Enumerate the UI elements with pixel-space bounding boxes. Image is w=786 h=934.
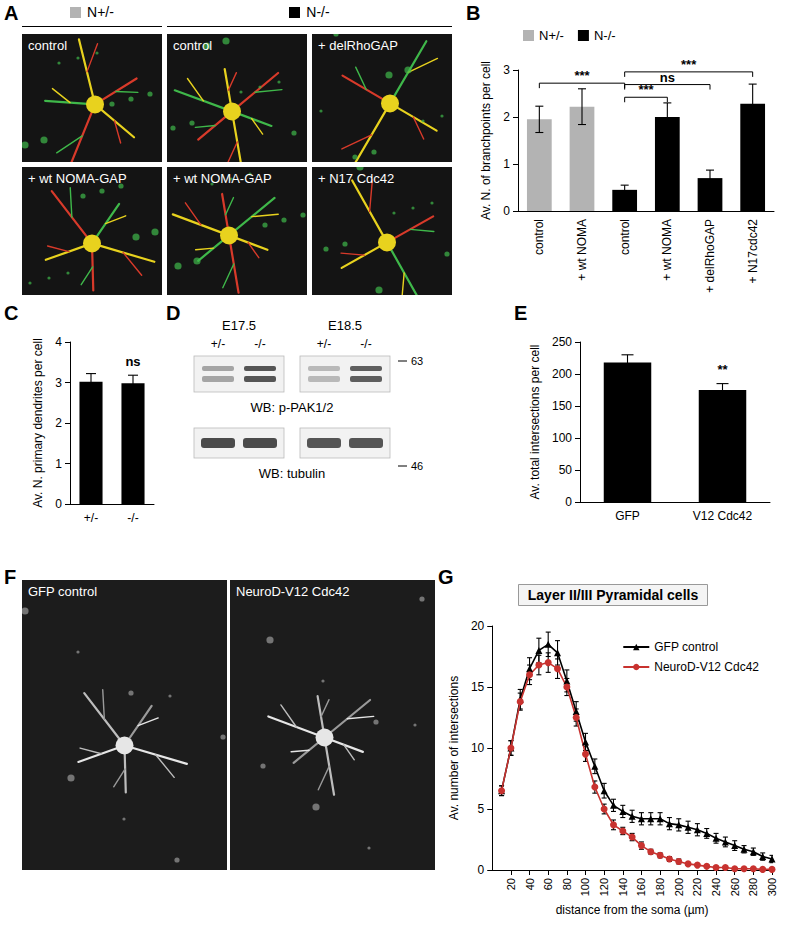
svg-text:3: 3 [503,63,510,77]
svg-text:40: 40 [524,878,536,890]
svg-text:250: 250 [552,335,572,349]
svg-text:140: 140 [617,878,629,896]
svg-text:-/-: -/- [360,337,371,351]
html-text:C: C [4,302,19,324]
html-text:B: B [466,2,481,24]
svg-text:46: 46 [411,460,423,472]
svg-text:+ wt NOMA: + wt NOMA [575,219,589,281]
svg-text:240: 240 [710,878,722,896]
svg-text:20: 20 [505,878,517,890]
svg-text:control: control [532,219,546,255]
html-text:A: A [4,2,19,24]
svg-text:***: *** [574,68,590,83]
html-text:E: E [514,302,528,324]
svg-text:GFP control: GFP control [654,640,718,654]
html-text:GFP control: GFP control [28,584,98,599]
html-text:+ wt NOMA-GAP: + wt NOMA-GAP [28,171,127,186]
svg-text:300: 300 [766,878,778,896]
svg-text:0: 0 [55,497,62,511]
svg-text:+/-: +/- [84,511,98,525]
svg-text:NeuroD-V12 Cdc42: NeuroD-V12 Cdc42 [654,660,759,674]
svg-text:Layer II/III Pyramidal cells: Layer II/III Pyramidal cells [528,587,699,603]
svg-text:3: 3 [55,376,62,390]
svg-text:ns: ns [659,69,675,85]
svg-text:80: 80 [561,878,573,890]
svg-text:control: control [618,219,632,255]
svg-text:200: 200 [552,367,572,381]
svg-text:E18.5: E18.5 [328,318,362,333]
svg-text:+ N17cdc42: + N17cdc42 [746,219,760,284]
svg-text:1: 1 [503,157,510,171]
html-text:+ wt NOMA-GAP: + wt NOMA-GAP [173,171,272,186]
html-text:F: F [4,566,17,588]
html-text:control: control [173,38,212,53]
html-text:G: G [438,566,454,588]
svg-text:1: 1 [55,457,62,471]
svg-text:-/-: -/- [127,511,138,525]
svg-text:WB: p-PAK1/2: WB: p-PAK1/2 [251,400,334,415]
svg-text:100: 100 [552,431,572,445]
svg-text:ns: ns [125,354,140,369]
html-text:+ N17 Cdc42: + N17 Cdc42 [318,171,395,186]
svg-text:Av. N. primary dendrites per c: Av. N. primary dendrites per cell [31,338,45,508]
svg-text:120: 120 [598,878,610,896]
svg-text:-/-: -/- [254,337,265,351]
svg-text:Av. N. of branchpoints per cel: Av. N. of branchpoints per cell [479,61,493,220]
svg-text:20: 20 [471,619,485,633]
svg-text:5: 5 [478,802,485,816]
svg-text:2: 2 [55,416,62,430]
svg-text:distance from the soma (µm): distance from the soma (µm) [556,903,709,917]
svg-text:E17.5: E17.5 [222,318,256,333]
svg-text:63: 63 [411,355,423,367]
svg-text:0: 0 [565,495,572,509]
svg-text:15: 15 [471,680,485,694]
svg-text:10: 10 [471,741,485,755]
svg-text:+/-: +/- [211,337,225,351]
svg-text:V12 Cdc42: V12 Cdc42 [693,509,753,523]
svg-text:2: 2 [503,110,510,124]
svg-text:260: 260 [729,878,741,896]
svg-text:160: 160 [635,878,647,896]
html-text:N+/-: N+/- [87,4,114,20]
svg-text:WB: tubulin: WB: tubulin [259,466,325,481]
html-text:control: control [28,38,67,53]
svg-text:220: 220 [691,878,703,896]
svg-text:60: 60 [542,878,554,890]
html-text:+ delRhoGAP: + delRhoGAP [318,38,398,53]
svg-text:180: 180 [654,878,666,896]
svg-text:Av. number of intersections: Av. number of intersections [447,676,461,820]
html-text:NeuroD-V12 Cdc42: NeuroD-V12 Cdc42 [236,584,350,599]
svg-text:200: 200 [673,878,685,896]
svg-text:GFP: GFP [615,509,640,523]
svg-text:50: 50 [559,463,573,477]
svg-text:0: 0 [503,204,510,218]
svg-text:4: 4 [55,335,62,349]
svg-text:Av. total intersections per ce: Av. total intersections per cell [528,345,542,500]
svg-text:+/-: +/- [317,337,331,351]
svg-text:N+/-: N+/- [539,28,564,43]
html-text:D: D [166,302,181,324]
svg-text:280: 280 [747,878,759,896]
svg-text:N-/-: N-/- [594,28,616,43]
svg-text:100: 100 [579,878,591,896]
html-text:N-/-: N-/- [306,4,330,20]
svg-text:+ delRhoGAP: + delRhoGAP [703,219,717,293]
svg-text:150: 150 [552,399,572,413]
svg-text:**: ** [717,362,728,377]
svg-text:0: 0 [478,863,485,877]
svg-text:+ wt NOMA: + wt NOMA [660,219,674,281]
svg-text:***: *** [681,57,697,72]
